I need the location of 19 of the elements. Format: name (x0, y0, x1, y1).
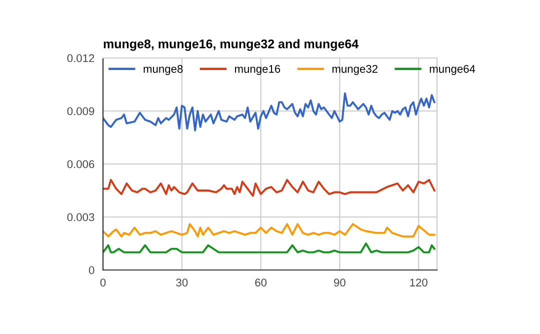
y-tick-label: 0.006 (67, 160, 94, 168)
x-tick-label: 120 (410, 278, 428, 286)
legend-label: munge64 (430, 64, 476, 76)
y-tick-label: 0.009 (67, 107, 94, 116)
x-tick-label: 90 (334, 278, 346, 286)
x-tick-label: 0 (100, 278, 106, 286)
line-series (103, 242, 436, 254)
line-series (103, 178, 436, 197)
line-series (103, 92, 436, 132)
x-tick-label: 60 (255, 278, 267, 286)
y-tick-label: 0 (88, 266, 94, 274)
y-tick-label: 0.012 (67, 54, 94, 62)
y-tick-label: 0.003 (67, 213, 94, 222)
legend-label: munge8 (144, 64, 183, 76)
line-series (103, 223, 436, 238)
chart-title: munge8, munge16, munge32 and munge64 (104, 39, 359, 51)
x-tick-label: 30 (176, 278, 188, 286)
legend-label: munge32 (332, 64, 378, 76)
legend-label: munge16 (235, 64, 280, 76)
